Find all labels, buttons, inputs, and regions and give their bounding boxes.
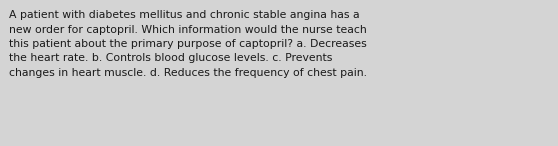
Text: A patient with diabetes mellitus and chronic stable angina has a
new order for c: A patient with diabetes mellitus and chr… [9,10,367,78]
